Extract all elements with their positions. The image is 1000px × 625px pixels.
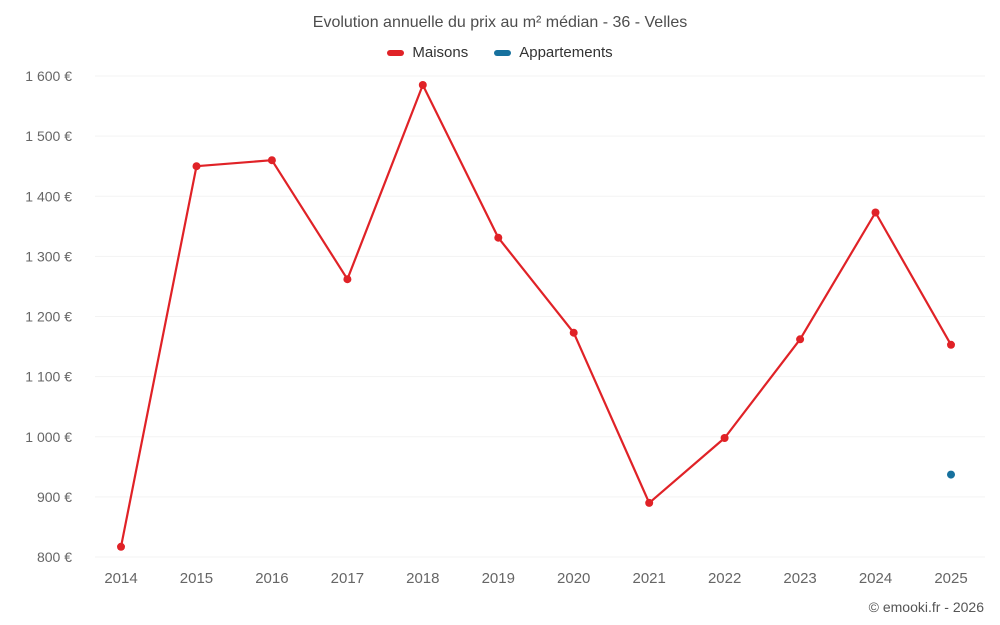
y-axis-tick-label: 1 500 € xyxy=(25,128,72,144)
legend-label-maisons: Maisons xyxy=(412,44,469,61)
data-point-maisons[interactable] xyxy=(267,156,276,165)
y-axis-tick-label: 1 400 € xyxy=(25,188,72,204)
data-point-maisons[interactable] xyxy=(569,328,578,337)
x-axis-tick-label: 2023 xyxy=(783,570,816,587)
x-axis-tick-label: 2021 xyxy=(632,570,665,587)
y-axis-tick-label: 800 € xyxy=(37,549,72,565)
legend-item-appartements[interactable]: Appartements xyxy=(494,44,613,61)
y-axis-tick-label: 1 600 € xyxy=(25,68,72,84)
copyright: © emooki.fr - 2026 xyxy=(868,599,984,615)
data-point-maisons[interactable] xyxy=(871,208,880,217)
x-axis-tick-label: 2020 xyxy=(557,570,590,587)
data-point-maisons[interactable] xyxy=(343,275,352,284)
data-point-maisons[interactable] xyxy=(494,233,503,242)
y-axis-tick-label: 1 300 € xyxy=(25,248,72,264)
x-axis-tick-label: 2022 xyxy=(708,570,741,587)
data-point-maisons[interactable] xyxy=(947,340,955,349)
x-axis-tick-label: 2025 xyxy=(934,570,967,587)
data-point-maisons[interactable] xyxy=(418,81,427,89)
legend-label-appartements: Appartements xyxy=(519,44,613,61)
legend-swatch-appartements xyxy=(494,49,512,56)
legend-item-maisons[interactable]: Maisons xyxy=(387,44,468,61)
x-axis-tick-label: 2024 xyxy=(859,570,892,587)
legend-swatch-maisons xyxy=(387,49,405,56)
y-axis-tick-label: 900 € xyxy=(37,489,72,505)
data-point-maisons[interactable] xyxy=(645,498,654,507)
x-axis-tick-label: 2017 xyxy=(331,570,364,587)
x-axis-tick-label: 2015 xyxy=(180,570,213,587)
chart-title: Evolution annuelle du prix au m² médian … xyxy=(312,14,688,31)
y-axis-tick-label: 1 000 € xyxy=(25,429,72,445)
series-line-maisons xyxy=(119,83,953,548)
y-axis-tick-label: 1 100 € xyxy=(25,369,72,385)
chart-legend: Maisons Appartements xyxy=(0,44,1000,61)
data-point-maisons[interactable] xyxy=(117,542,125,551)
x-axis-tick-label: 2018 xyxy=(406,570,439,587)
data-point-maisons[interactable] xyxy=(796,335,805,344)
y-axis-tick-label: 1 200 € xyxy=(25,309,72,325)
x-axis-tick-label: 2019 xyxy=(482,570,515,587)
data-point-appartements[interactable] xyxy=(947,470,955,479)
x-axis-tick-label: 2014 xyxy=(104,570,137,587)
data-point-maisons[interactable] xyxy=(192,162,201,171)
x-axis-tick-label: 2016 xyxy=(255,570,288,587)
data-point-maisons[interactable] xyxy=(720,434,729,442)
